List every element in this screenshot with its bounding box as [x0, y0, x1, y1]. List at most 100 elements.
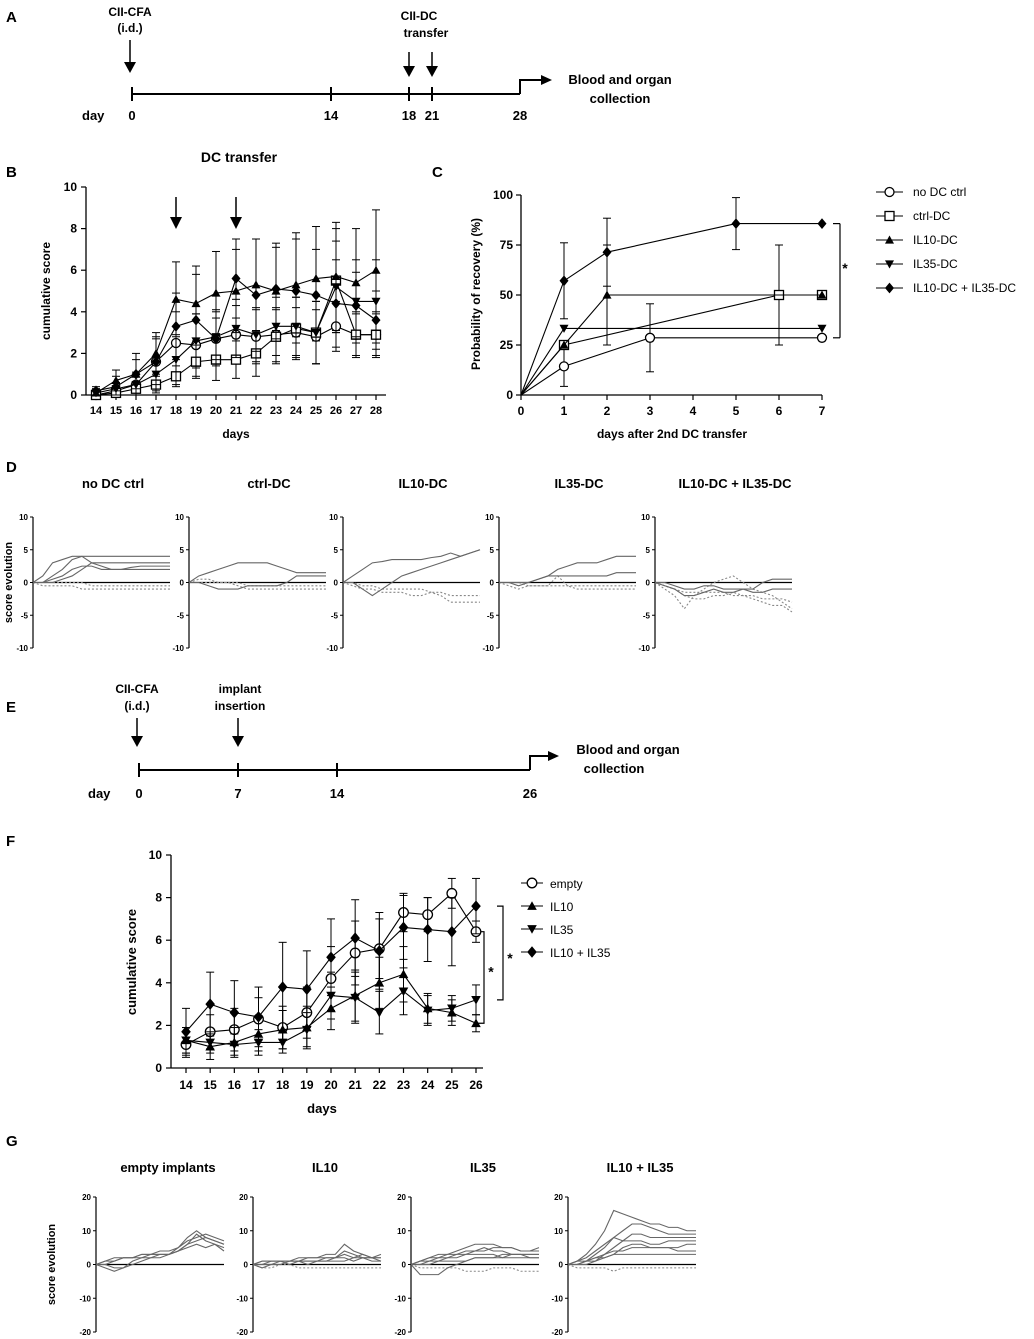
b-point: [251, 289, 261, 301]
timeline-e-collection-1: Blood and organ: [576, 742, 679, 757]
d-dotted-trace: [32, 581, 170, 590]
b-x-label: days: [222, 427, 250, 441]
b-x-tick-label: 17: [150, 405, 162, 417]
f-point: [447, 1004, 457, 1014]
c-legend-marker: [884, 186, 895, 198]
d-y-tick-label: 0: [646, 579, 651, 588]
g-y-tick-label: -10: [551, 1294, 563, 1303]
g-y-tick-label: -20: [394, 1328, 406, 1337]
f-legend-marker: [526, 877, 538, 889]
c-point: [602, 246, 612, 258]
g-dotted-trace: [252, 1263, 381, 1269]
c-legend-label: no DC ctrl: [913, 185, 966, 199]
d-solid-trace: [33, 562, 170, 584]
c-legend-label: IL35-DC: [913, 257, 958, 271]
g-solid-trace: [568, 1233, 696, 1266]
d-solid-trace: [499, 572, 636, 584]
c-point: [817, 324, 827, 333]
b-y-tick-label: 10: [64, 180, 78, 194]
d-y-tick-label: -10: [172, 644, 184, 653]
d-dotted-trace: [498, 575, 636, 590]
f-point: [398, 987, 409, 997]
f-point: [229, 1006, 240, 1019]
d-y-tick-label: 10: [641, 513, 650, 522]
d-y-tick-label: 10: [19, 513, 28, 522]
b-point: [91, 385, 101, 397]
d-dotted-trace: [189, 581, 326, 590]
b-arrowhead: [170, 217, 182, 229]
g-subplot-title: IL10: [312, 1160, 338, 1175]
f-point: [277, 981, 288, 993]
f-y-tick-label: 4: [155, 976, 162, 990]
b-x-tick-label: 25: [310, 405, 322, 417]
b-x-tick-label: 15: [110, 405, 122, 417]
f-x-tick-label: 24: [421, 1078, 435, 1092]
c-point: [559, 275, 569, 287]
f-x-label: days: [307, 1101, 337, 1116]
g-solid-trace: [96, 1243, 225, 1269]
d-solid-trace: [343, 549, 481, 597]
c-point: [602, 290, 612, 299]
g-y-tick-label: 20: [554, 1193, 563, 1202]
f-point: [181, 1026, 191, 1038]
d-solid-trace: [188, 562, 326, 583]
g-solid-trace: [567, 1253, 696, 1266]
g-y-tick-label: 20: [397, 1193, 406, 1202]
g-y-tick-label: -20: [236, 1328, 248, 1337]
b-x-tick-label: 28: [370, 405, 382, 417]
g-subplot-title: IL35: [470, 1160, 496, 1175]
timeline-a-collection-1: Blood and organ: [568, 72, 671, 87]
panel-a: A CII-CFA (i.d.) CII-DC transfer day 0 1…: [6, 5, 672, 123]
g-solid-trace: [410, 1253, 539, 1266]
f-x-tick-label: 20: [324, 1078, 338, 1092]
b-title: DC transfer: [201, 149, 278, 165]
d-solid-trace: [654, 581, 792, 597]
g-solid-trace: [253, 1253, 381, 1266]
f-point: [471, 900, 481, 912]
d-dotted-trace: [654, 581, 793, 603]
f-sig-star: *: [488, 963, 494, 979]
g-y-tick-label: -10: [394, 1294, 406, 1303]
f-x-tick-label: 19: [300, 1078, 314, 1092]
g-solid-trace: [568, 1243, 696, 1266]
g-dotted-trace: [410, 1263, 539, 1272]
c-y-tick-label: 100: [493, 188, 513, 202]
c-series-line: [520, 327, 822, 396]
b-y-tick-label: 0: [70, 388, 77, 402]
f-x-tick-label: 22: [373, 1078, 387, 1092]
f-point: [471, 996, 481, 1005]
c-legend-marker: [885, 235, 894, 244]
g-y-tick-label: 0: [87, 1261, 92, 1270]
d-solid-trace: [189, 575, 326, 590]
b-arrowhead: [230, 217, 242, 229]
f-sig-star: *: [507, 950, 513, 966]
d-y-tick-label: 0: [334, 579, 339, 588]
timeline-a-cii-cfa: CII-CFA: [108, 5, 152, 19]
c-point: [731, 218, 741, 229]
d-y-tick-label: 10: [485, 513, 494, 522]
c-x-tick-label: 7: [819, 404, 826, 418]
d-y-tick-label: -5: [177, 611, 185, 620]
d-y-tick-label: -5: [487, 611, 495, 620]
f-x-tick-label: 21: [348, 1078, 362, 1092]
d-solid-trace: [342, 549, 481, 583]
b-point: [311, 289, 321, 301]
b-x-tick-label: 16: [130, 405, 142, 417]
d-y-tick-label: 5: [180, 546, 185, 555]
c-legend-marker: [885, 282, 894, 294]
f-x-tick-label: 15: [203, 1078, 217, 1092]
c-x-tick-label: 3: [647, 404, 654, 418]
c-point: [559, 324, 569, 333]
d-dotted-trace: [33, 581, 170, 587]
c-point: [559, 340, 569, 349]
g-solid-trace: [567, 1209, 696, 1266]
f-sig-bracket: [478, 931, 485, 1024]
b-point: [291, 285, 301, 297]
c-x-tick-label: 2: [604, 404, 611, 418]
d-y-tick-label: -10: [638, 644, 650, 653]
c-x-tick-label: 5: [733, 404, 740, 418]
b-x-tick-label: 18: [170, 405, 182, 417]
panel-label-c: C: [432, 164, 443, 181]
panel-label-d: D: [6, 459, 17, 476]
b-x-tick-label: 27: [350, 405, 362, 417]
